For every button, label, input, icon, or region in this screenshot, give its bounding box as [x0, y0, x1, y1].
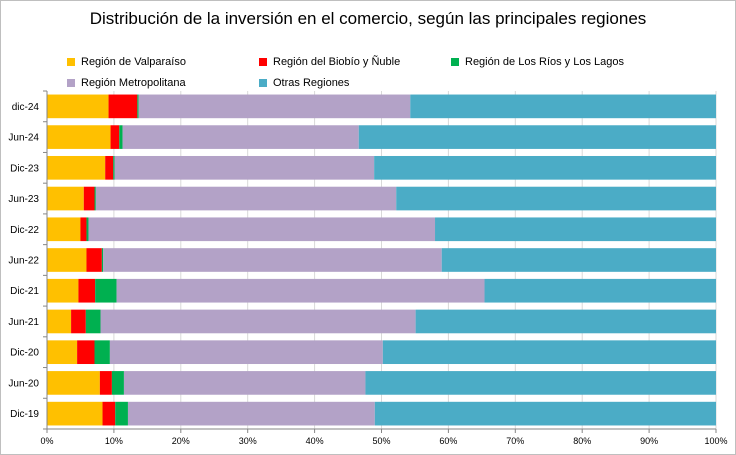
x-tick-label-8: 80% — [573, 436, 591, 446]
category-label-8: Dic-20 — [10, 348, 39, 359]
bar-Jun-20-series-2 — [111, 371, 124, 395]
category-label-3: Jun-23 — [8, 194, 39, 205]
bar-Jun-20-series-0 — [47, 371, 100, 395]
bar-Jun-21-series-3 — [100, 309, 416, 334]
category-label-2: Dic-23 — [10, 163, 39, 174]
bar-Dic-19-series-3 — [127, 401, 375, 426]
bar-Dic-21-series-0 — [47, 278, 79, 303]
bar-Jun-20-series-1 — [99, 371, 112, 395]
x-tick-label-4: 40% — [306, 436, 324, 446]
category-label-10: Dic-19 — [10, 409, 39, 420]
category-label-1: Jun-24 — [8, 133, 39, 144]
bar-Dic-21-series-4 — [484, 278, 716, 303]
legend-swatch-otras — [259, 79, 267, 87]
bar-Jun-23-series-0 — [47, 186, 84, 211]
bar-Jun-20-series-3 — [123, 371, 366, 395]
x-tick-label-3: 30% — [239, 436, 257, 446]
bar-Dic-19-series-1 — [102, 401, 116, 426]
legend-item-metropolitana: Región Metropolitana — [67, 77, 186, 89]
bar-Dic-22-series-3 — [88, 217, 436, 242]
bar-Dic-20-series-1 — [77, 340, 95, 365]
bar-Dic-22-series-0 — [47, 217, 81, 242]
category-label-7: Jun-21 — [8, 317, 39, 328]
bar-Dic-21-series-3 — [116, 278, 485, 303]
bar-Dic-20-series-3 — [109, 340, 383, 365]
bar-Dic-20-series-4 — [382, 340, 716, 365]
bar-Jun-24-series-1 — [110, 125, 120, 149]
x-tick-label-10: 100% — [704, 436, 727, 446]
bar-Jun-20-series-4 — [365, 371, 716, 395]
legend-item-otras: Otras Regiones — [259, 77, 349, 89]
x-tick-label-5: 50% — [372, 436, 390, 446]
bar-Dic-21-series-2 — [95, 278, 117, 303]
bar-Dic-21-series-1 — [78, 278, 96, 303]
category-label-4: Dic-22 — [10, 225, 39, 236]
bar-Jun-22-series-4 — [441, 248, 716, 272]
bar-Dic-22-series-1 — [80, 217, 87, 242]
legend-label-valparaiso: Región de Valparaíso — [81, 56, 186, 68]
bar-Dic-23-series-3 — [114, 155, 375, 180]
bar-Jun-22-series-0 — [47, 248, 87, 272]
legend-swatch-los-rios — [451, 58, 459, 66]
x-tick-label-9: 90% — [640, 436, 658, 446]
x-tick-label-2: 20% — [172, 436, 190, 446]
bar-Dic-19-series-0 — [47, 401, 103, 426]
legend-label-otras: Otras Regiones — [273, 77, 350, 89]
x-tick-label-0: 0% — [40, 436, 53, 446]
bar-dic-24-series-4 — [410, 94, 716, 119]
bar-Jun-23-series-4 — [396, 186, 716, 211]
bar-Dic-23-series-4 — [374, 155, 716, 180]
bar-Jun-24-series-0 — [47, 125, 111, 149]
legend-item-biobio: Región del Biobío y Ñuble — [259, 56, 400, 68]
legend-label-los-rios: Región de Los Ríos y Los Lagos — [465, 56, 624, 68]
bar-dic-24-series-1 — [108, 94, 138, 119]
bar-Dic-20-series-0 — [47, 340, 78, 365]
x-tick-label-1: 10% — [105, 436, 123, 446]
chart-title: Distribución de la inversión en el comer… — [89, 9, 647, 28]
x-tick-label-7: 70% — [506, 436, 524, 446]
bar-Dic-19-series-4 — [374, 401, 716, 426]
category-label-0: dic-24 — [12, 102, 40, 113]
bar-Dic-23-series-1 — [105, 155, 114, 180]
bar-Jun-24-series-4 — [358, 125, 716, 149]
category-label-6: Dic-21 — [10, 286, 39, 297]
bar-Dic-23-series-2 — [113, 155, 115, 180]
bar-Jun-22-series-1 — [86, 248, 102, 272]
category-label-9: Jun-20 — [8, 378, 39, 389]
legend-item-los-rios: Región de Los Ríos y Los Lagos — [451, 56, 624, 68]
bar-dic-24-series-2 — [137, 94, 139, 119]
bar-Jun-22-series-2 — [101, 248, 104, 272]
bar-Jun-23-series-1 — [83, 186, 95, 211]
bar-Dic-20-series-2 — [94, 340, 110, 365]
legend-label-biobio: Región del Biobío y Ñuble — [273, 56, 401, 68]
legend-item-valparaiso: Región de Valparaíso — [67, 56, 186, 68]
legend-swatch-metropolitana — [67, 79, 75, 87]
x-tick-label-6: 60% — [439, 436, 457, 446]
bar-dic-24-series-3 — [138, 94, 411, 119]
bar-Jun-23-series-3 — [95, 186, 397, 211]
bar-dic-24-series-0 — [47, 94, 109, 119]
bar-Jun-21-series-1 — [71, 309, 86, 334]
bar-Dic-23-series-0 — [47, 155, 106, 180]
bar-Dic-22-series-2 — [86, 217, 89, 242]
bar-Jun-24-series-2 — [119, 125, 123, 149]
bar-Jun-21-series-0 — [47, 309, 72, 334]
legend-label-metropolitana: Región Metropolitana — [81, 77, 186, 89]
bar-Dic-19-series-2 — [115, 401, 128, 426]
bar-Jun-22-series-3 — [103, 248, 442, 272]
category-label-5: Jun-22 — [8, 256, 39, 267]
bar-Jun-23-series-2 — [94, 186, 96, 211]
bar-Jun-21-series-4 — [415, 309, 716, 334]
bar-Jun-24-series-3 — [122, 125, 359, 149]
bar-Dic-22-series-4 — [435, 217, 716, 242]
legend-swatch-biobio — [259, 58, 267, 66]
legend-swatch-valparaiso — [67, 58, 75, 66]
bar-Jun-21-series-2 — [85, 309, 101, 334]
